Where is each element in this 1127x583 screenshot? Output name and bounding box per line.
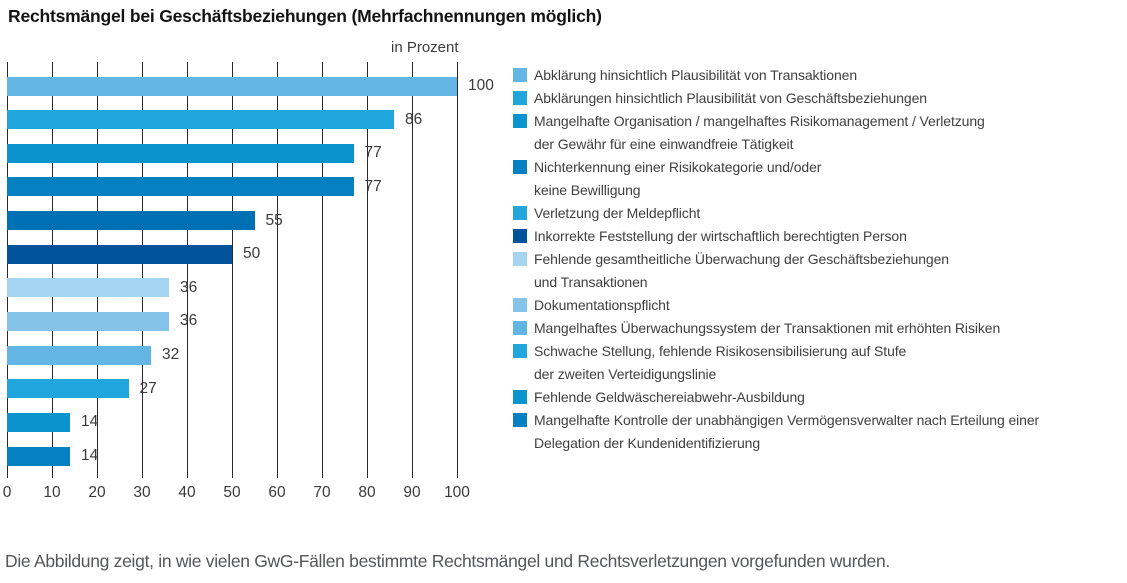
grid-line-0 (7, 62, 8, 478)
bar-6 (7, 244, 232, 264)
legend-label: Mangelhafte Kontrolle der unabhängigen V… (534, 412, 1040, 451)
x-tick-label-80: 80 (358, 484, 376, 501)
value-label-5: 55 (265, 211, 283, 229)
legend-swatch-icon (513, 390, 527, 404)
legend-item-9: Mangelhaftes Überwachungssystem der Tran… (513, 317, 1123, 340)
legend-swatch-icon (513, 321, 527, 335)
legend-label: Schwache Stellung, fehlende Risikosensib… (534, 343, 907, 382)
value-label-4: 77 (364, 177, 382, 195)
legend-item-12: Mangelhafte Kontrolle der unabhängigen V… (513, 409, 1123, 455)
grid-line-20 (97, 62, 98, 478)
x-axis: 0 10 20 30 40 50 60 70 80 90 100 (3, 482, 477, 502)
bar-10 (7, 379, 129, 399)
value-label-7: 36 (180, 278, 198, 296)
legend-label: Verletzung der Meldepflicht (534, 205, 701, 221)
grid-line-80 (367, 62, 368, 478)
x-tick-label-0: 0 (2, 484, 12, 501)
legend-item-5: Verletzung der Meldepflicht (513, 202, 1123, 225)
legend-item-8: Dokumentationspflicht (513, 294, 1123, 317)
legend-label: Fehlende Geldwäschereiabwehr-Ausbildung (534, 389, 805, 405)
legend-label: Abklärung hinsichtlich Plausibilität von… (534, 67, 858, 83)
chart-title: Rechtsmängel bei Geschäftsbeziehungen (M… (8, 6, 602, 26)
grid-line-40 (187, 62, 188, 478)
bar-3 (7, 143, 354, 163)
legend-swatch-icon (513, 298, 527, 312)
x-tick-label-70: 70 (313, 484, 331, 501)
x-tick-label-20: 20 (88, 484, 106, 501)
bar-7 (7, 278, 169, 298)
grid-line-70 (322, 62, 323, 478)
legend-item-7: Fehlende gesamtheitliche Überwachung der… (513, 248, 1123, 294)
legend-swatch-icon (513, 91, 527, 105)
x-tick-label-90: 90 (403, 484, 421, 501)
legend-item-6: Inkorrekte Feststellung der wirtschaftli… (513, 225, 1123, 248)
value-label-10: 27 (139, 379, 157, 397)
bar-4 (7, 177, 354, 197)
legend-label: Fehlende gesamtheitliche Überwachung der… (534, 251, 949, 290)
legend-swatch-icon (513, 68, 527, 82)
bar-5 (7, 211, 255, 231)
bar-8 (7, 311, 169, 331)
bar-1 (7, 76, 457, 96)
value-label-1: 100 (468, 77, 494, 94)
legend-item-3: Mangelhafte Organisation / mangelhaftes … (513, 110, 1123, 156)
legend-label: Mangelhafte Organisation / mangelhaftes … (534, 113, 985, 152)
x-tick-label-10: 10 (43, 484, 61, 501)
bar-2 (7, 110, 394, 130)
chart-legend: Abklärung hinsichtlich Plausibilität von… (513, 64, 1123, 455)
bar-11 (7, 412, 70, 432)
x-tick-label-100: 100 (444, 484, 470, 501)
value-label-11: 14 (81, 413, 99, 431)
x-tick-label-30: 30 (133, 484, 151, 501)
legend-label: Abklärungen hinsichtlich Plausibilität v… (534, 90, 927, 106)
unit-label: in Prozent (391, 39, 459, 56)
grid-line-100 (457, 62, 458, 478)
legend-swatch-icon (513, 344, 527, 358)
legend-label: Nichterkennung einer Risikokategorie und… (534, 159, 822, 198)
grid-line-30 (142, 62, 143, 478)
grid-line-90 (412, 62, 413, 478)
legend-item-1: Abklärung hinsichtlich Plausibilität von… (513, 64, 1123, 87)
figure-caption: Die Abbildung zeigt, in wie vielen GwG-F… (5, 551, 890, 571)
value-label-3: 77 (364, 144, 382, 162)
legend-swatch-icon (513, 160, 527, 174)
bar-9 (7, 345, 151, 365)
legend-swatch-icon (513, 413, 527, 427)
legend-item-4: Nichterkennung einer Risikokategorie und… (513, 156, 1123, 202)
legend-swatch-icon (513, 252, 527, 266)
legend-item-2: Abklärungen hinsichtlich Plausibilität v… (513, 87, 1123, 110)
x-tick-label-60: 60 (268, 484, 286, 501)
legend-label: Dokumentationspflicht (534, 297, 670, 313)
value-label-8: 36 (180, 312, 198, 330)
legend-swatch-icon (513, 229, 527, 243)
legend-item-11: Fehlende Geldwäschereiabwehr-Ausbildung (513, 386, 1123, 409)
legend-label: Inkorrekte Feststellung der wirtschaftli… (534, 228, 907, 244)
value-label-6: 50 (243, 245, 261, 263)
x-tick-label-50: 50 (223, 484, 241, 501)
x-tick-label-40: 40 (178, 484, 196, 501)
bar-chart-plot-area: 100 86 77 77 55 50 36 36 32 27 14 14 (7, 62, 494, 478)
legend-swatch-icon (513, 206, 527, 220)
value-label-2: 86 (405, 110, 423, 128)
legend-label: Mangelhaftes Überwachungssystem der Tran… (534, 320, 1001, 336)
value-label-12: 14 (81, 447, 99, 465)
legend-item-10: Schwache Stellung, fehlende Risikosensib… (513, 340, 1123, 386)
grid-line-60 (277, 62, 278, 478)
bar-12 (7, 446, 70, 466)
grid-line-50 (232, 62, 233, 478)
grid-line-10 (52, 62, 53, 478)
value-label-9: 32 (162, 346, 180, 364)
legend-swatch-icon (513, 114, 527, 128)
